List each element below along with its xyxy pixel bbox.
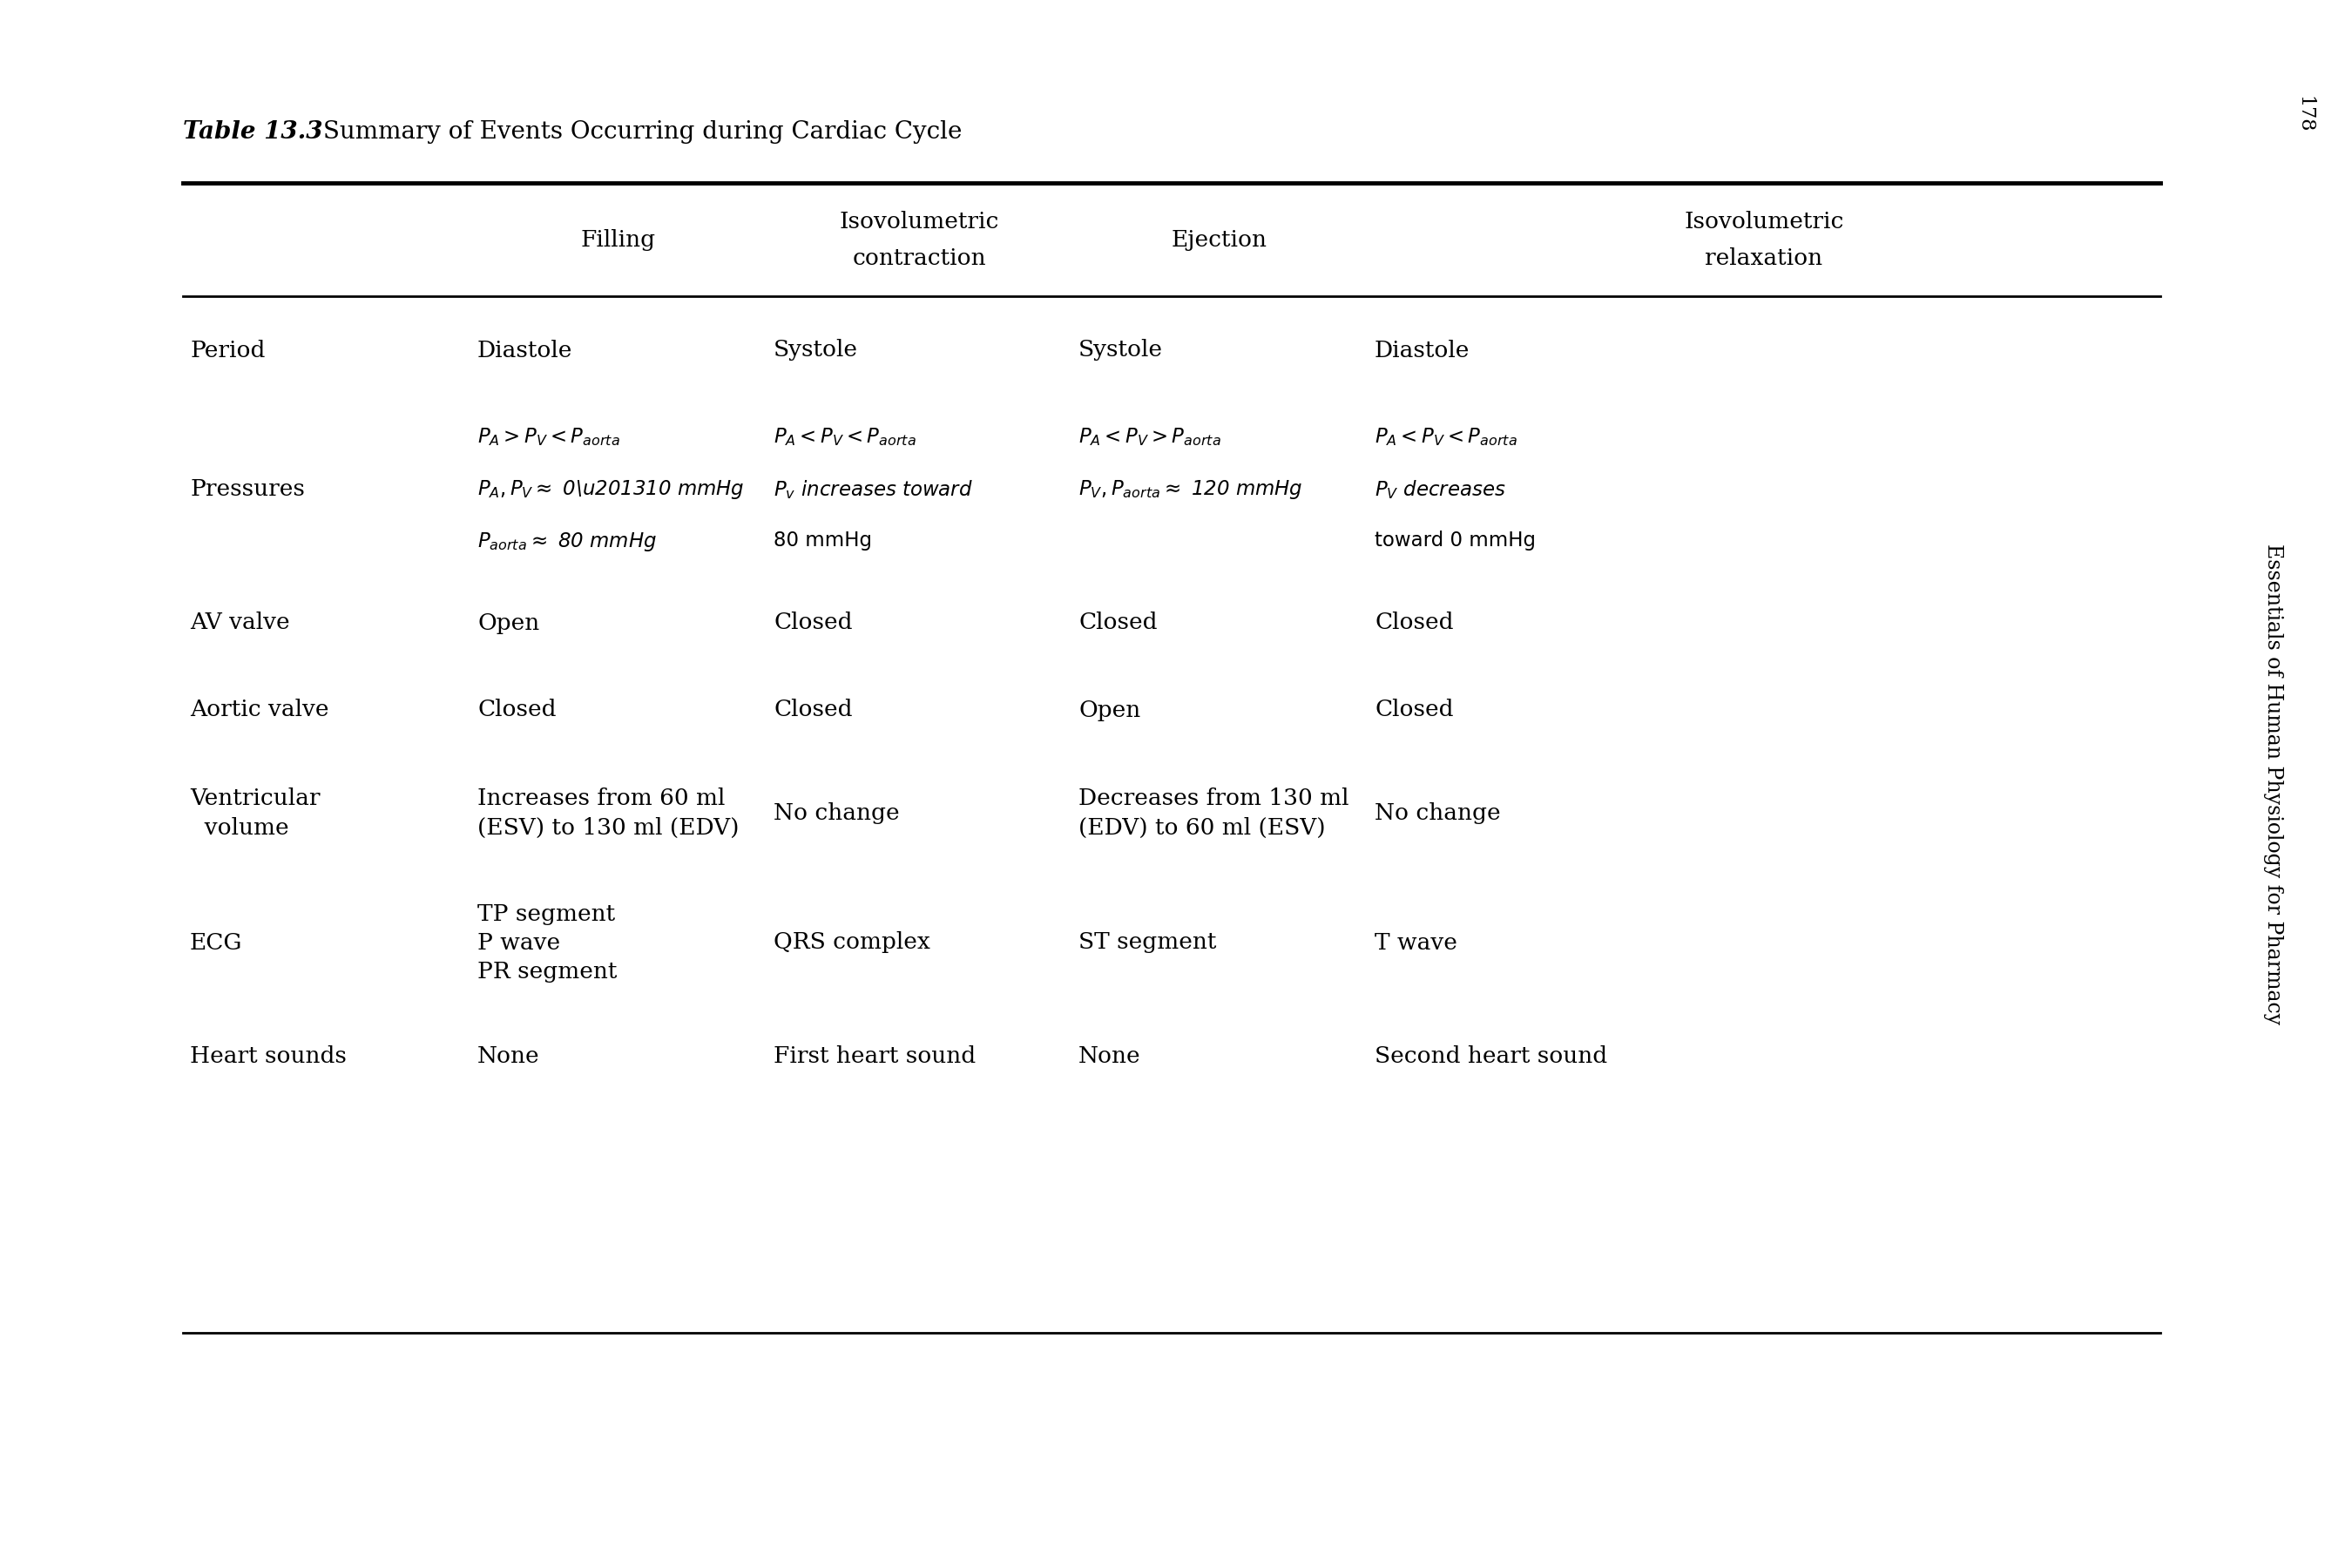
Text: No change: No change: [1374, 803, 1501, 825]
Text: Decreases from 130 ml
(EDV) to 60 ml (ESV): Decreases from 130 ml (EDV) to 60 ml (ES…: [1080, 787, 1350, 839]
Text: Closed: Closed: [774, 612, 851, 633]
Text: T wave: T wave: [1374, 931, 1458, 953]
Text: None: None: [477, 1044, 539, 1066]
Text: Closed: Closed: [1374, 699, 1454, 721]
Text: $P_V$ decreases: $P_V$ decreases: [1374, 478, 1505, 500]
Text: Closed: Closed: [774, 699, 851, 721]
Text: Closed: Closed: [1374, 612, 1454, 633]
Text: Summary of Events Occurring during Cardiac Cycle: Summary of Events Occurring during Cardi…: [315, 121, 962, 144]
Text: Systole: Systole: [1080, 339, 1162, 361]
Text: ECG: ECG: [191, 931, 242, 953]
Text: $P_A < P_V < P_{aorta}$: $P_A < P_V < P_{aorta}$: [1374, 426, 1517, 448]
Text: Ventricular
  volume: Ventricular volume: [191, 787, 320, 839]
Text: Closed: Closed: [477, 699, 555, 721]
Text: Second heart sound: Second heart sound: [1374, 1044, 1606, 1066]
Text: QRS complex: QRS complex: [774, 931, 931, 953]
Text: Ejection: Ejection: [1171, 229, 1268, 251]
Text: ST segment: ST segment: [1080, 931, 1216, 953]
Text: 178: 178: [2296, 96, 2314, 133]
Text: Open: Open: [477, 612, 539, 633]
Text: First heart sound: First heart sound: [774, 1044, 976, 1066]
Text: contraction: contraction: [851, 248, 985, 270]
Text: Essentials of Human Physiology for Pharmacy: Essentials of Human Physiology for Pharm…: [2263, 544, 2284, 1024]
Text: Filling: Filling: [581, 229, 656, 251]
Text: AV valve: AV valve: [191, 612, 289, 633]
Text: None: None: [1080, 1044, 1141, 1066]
Text: Period: Period: [191, 339, 266, 361]
Text: Diastole: Diastole: [477, 339, 572, 361]
Text: Closed: Closed: [1080, 612, 1157, 633]
Text: Aortic valve: Aortic valve: [191, 699, 329, 721]
Text: 80 mmHg: 80 mmHg: [774, 530, 873, 550]
Text: $P_A < P_V < P_{aorta}$: $P_A < P_V < P_{aorta}$: [774, 426, 917, 448]
Text: $P_v$ increases toward: $P_v$ increases toward: [774, 478, 974, 500]
Text: TP segment
P wave
PR segment: TP segment P wave PR segment: [477, 903, 616, 982]
Text: $P_V, P_{aorta} \approx$ 120 mmHg: $P_V, P_{aorta} \approx$ 120 mmHg: [1080, 478, 1303, 500]
Text: $P_A, P_V \approx$ 0\u201310 mmHg: $P_A, P_V \approx$ 0\u201310 mmHg: [477, 478, 746, 500]
Text: Increases from 60 ml
(ESV) to 130 ml (EDV): Increases from 60 ml (ESV) to 130 ml (ED…: [477, 787, 739, 839]
Text: Systole: Systole: [774, 339, 858, 361]
Text: Diastole: Diastole: [1374, 339, 1470, 361]
Text: $P_A > P_V < P_{aorta}$: $P_A > P_V < P_{aorta}$: [477, 426, 621, 448]
Text: Isovolumetric: Isovolumetric: [1684, 212, 1844, 234]
Text: $P_A < P_V > P_{aorta}$: $P_A < P_V > P_{aorta}$: [1080, 426, 1221, 448]
Text: relaxation: relaxation: [1705, 248, 1823, 270]
Text: Heart sounds: Heart sounds: [191, 1044, 346, 1066]
Text: Pressures: Pressures: [191, 478, 306, 500]
Text: Table 13.3: Table 13.3: [183, 121, 322, 144]
Text: Isovolumetric: Isovolumetric: [840, 212, 1000, 234]
Text: Open: Open: [1080, 699, 1141, 721]
Text: $P_{aorta} \approx$ 80 mmHg: $P_{aorta} \approx$ 80 mmHg: [477, 530, 656, 554]
Text: toward 0 mmHg: toward 0 mmHg: [1374, 530, 1536, 550]
Text: No change: No change: [774, 803, 898, 825]
